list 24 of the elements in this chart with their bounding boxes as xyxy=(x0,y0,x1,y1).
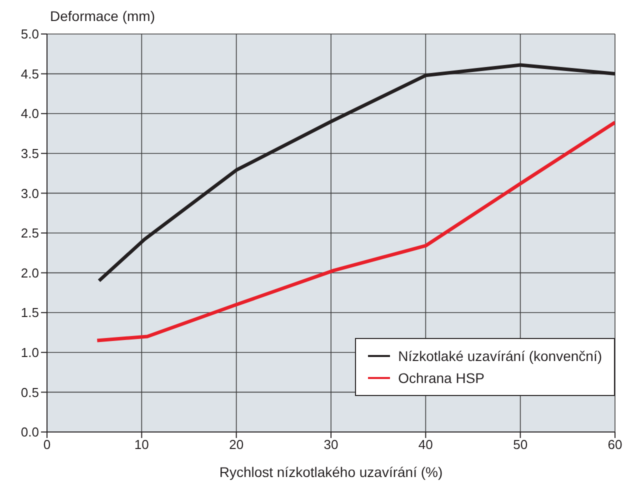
x-tick-label: 30 xyxy=(324,437,338,452)
x-tick-label: 10 xyxy=(134,437,149,452)
y-tick-label: 2.5 xyxy=(20,226,39,241)
y-tick-label: 5.0 xyxy=(20,26,39,42)
x-tick-label: 60 xyxy=(608,437,622,452)
legend-label: Nízkotlaké uzavírání (konvenční) xyxy=(398,347,602,366)
y-tick-label: 1.5 xyxy=(20,305,39,320)
y-tick-label: 3.5 xyxy=(20,146,39,162)
y-tick-label: 1.0 xyxy=(20,345,39,360)
line-series xyxy=(97,63,615,283)
x-axis-title: Rychlost nízkotlakého uzavírání (%) xyxy=(219,464,443,480)
y-tick-label: 4.5 xyxy=(20,66,39,82)
x-tick-label: 50 xyxy=(513,437,528,452)
x-tick-label: 20 xyxy=(229,437,244,452)
x-tick-label: 40 xyxy=(418,437,433,452)
y-tick-label: 0.5 xyxy=(20,384,39,400)
y-tick-label: 2.0 xyxy=(20,265,39,280)
line-series xyxy=(95,120,615,342)
x-tick-label: 0 xyxy=(43,437,51,452)
y-tick-label: 0.0 xyxy=(20,424,39,440)
legend-label: Ochrana HSP xyxy=(398,369,484,388)
y-tick-label: 3.0 xyxy=(20,186,39,201)
y-tick-label: 4.0 xyxy=(20,106,39,122)
y-axis-title: Deformace (mm) xyxy=(50,8,156,24)
